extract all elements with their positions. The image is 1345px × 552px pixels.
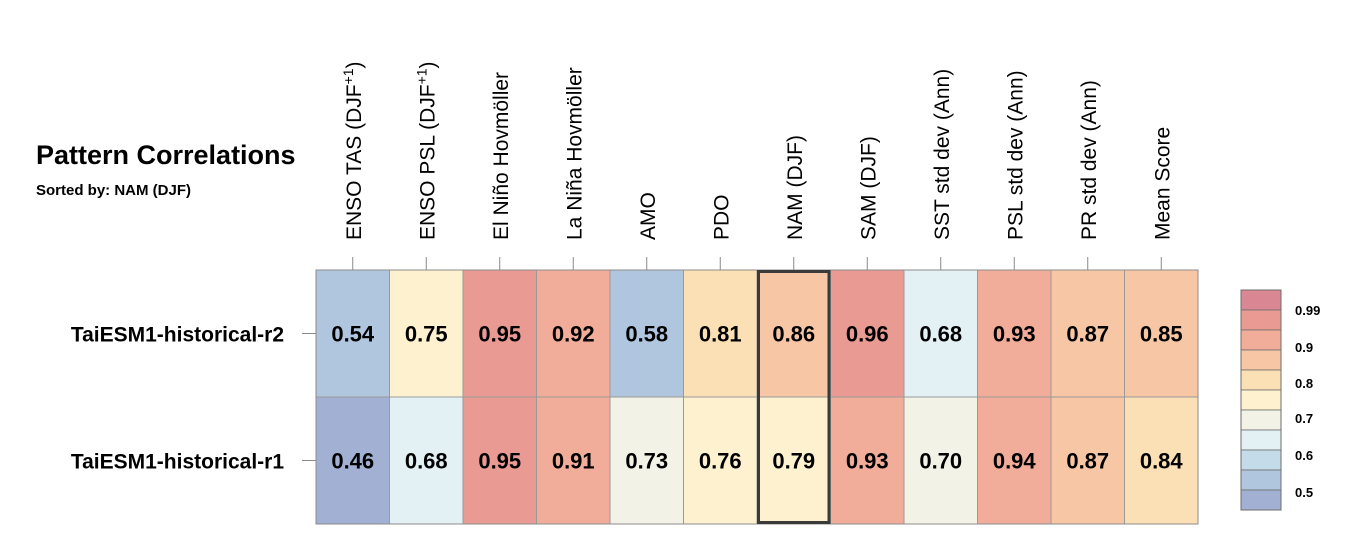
cell-value: 0.68	[919, 322, 962, 347]
column-label: PSL std dev (Ann)	[1004, 70, 1027, 240]
colorbar-segment	[1240, 309, 1282, 331]
colorbar-segment	[1240, 409, 1282, 431]
cell-value: 0.73	[625, 449, 668, 474]
cell-value: 0.94	[993, 449, 1037, 474]
cell-value: 0.46	[331, 449, 374, 474]
cell-value: 0.76	[699, 449, 742, 474]
colorbar-segment	[1240, 289, 1282, 311]
colorbar-label: 0.9	[1295, 340, 1313, 355]
cell-value: 0.93	[993, 322, 1036, 347]
highlight-column-border	[757, 270, 831, 524]
colorbar-border	[1240, 289, 1282, 511]
heatmap-cell	[683, 396, 758, 525]
colorbar-segment	[1240, 329, 1282, 351]
cell-value: 0.92	[552, 322, 595, 347]
cell-value: 0.95	[478, 322, 521, 347]
heatmap-cell	[315, 269, 390, 398]
heatmap-cell	[1124, 396, 1199, 525]
heatmap-cell	[977, 269, 1052, 398]
column-label: La Niña Hovmöller	[563, 67, 586, 240]
colorbar-label: 0.8	[1295, 376, 1313, 391]
colorbar-segment	[1240, 369, 1282, 391]
cell-value: 0.95	[478, 449, 521, 474]
column-label: ENSO TAS (DJF+1)	[340, 61, 366, 240]
cell-value: 0.86	[772, 322, 815, 347]
column-label: El Niño Hovmöller	[490, 72, 513, 240]
cell-value: 0.58	[625, 322, 668, 347]
cell-value: 0.79	[772, 449, 815, 474]
cell-value: 0.85	[1140, 322, 1183, 347]
heatmap-cell	[1050, 396, 1125, 525]
heatmap-cell	[536, 396, 611, 525]
column-label: PR std dev (Ann)	[1078, 80, 1101, 240]
chart-title: Pattern Correlations	[36, 140, 296, 170]
column-label: ENSO PSL (DJF+1)	[413, 61, 439, 240]
heatmap-cell	[903, 269, 978, 398]
heatmap-cell	[1050, 269, 1125, 398]
heatmap-cell	[462, 396, 537, 525]
column-label: AMO	[637, 192, 660, 240]
cell-value: 0.93	[846, 449, 889, 474]
heatmap-cell	[756, 269, 831, 398]
colorbar-segment	[1240, 489, 1282, 511]
heatmap-cell	[756, 396, 831, 525]
colorbar-label: 0.7	[1295, 411, 1313, 426]
cell-value: 0.91	[552, 449, 595, 474]
chart-subtitle: Sorted by: NAM (DJF)	[36, 182, 191, 199]
colorbar-segment	[1240, 389, 1282, 411]
colorbar-segment	[1240, 469, 1282, 491]
cell-value: 0.70	[919, 449, 962, 474]
column-label: SST std dev (Ann)	[931, 69, 954, 240]
row-label: TaiESM1-historical-r2	[71, 324, 284, 347]
column-label: Mean Score	[1151, 127, 1174, 240]
column-label: PDO	[710, 194, 733, 240]
heatmap-cell	[609, 396, 684, 525]
cell-value: 0.96	[846, 322, 889, 347]
colorbar-segment	[1240, 449, 1282, 471]
colorbar-segment	[1240, 429, 1282, 451]
cell-value: 0.68	[405, 449, 448, 474]
cell-value: 0.54	[331, 322, 375, 347]
column-label: NAM (DJF)	[784, 135, 807, 240]
heatmap-cell	[389, 396, 464, 525]
colorbar-segment	[1240, 349, 1282, 371]
colorbar-label: 0.5	[1295, 485, 1313, 500]
colorbar-label: 0.6	[1295, 448, 1313, 463]
cell-value: 0.84	[1140, 449, 1184, 474]
heatmap-cell	[830, 396, 905, 525]
heatmap-cell	[977, 396, 1052, 525]
cell-value: 0.75	[405, 322, 448, 347]
cell-value: 0.87	[1066, 449, 1109, 474]
row-label: TaiESM1-historical-r1	[71, 451, 284, 474]
cell-value: 0.87	[1066, 322, 1109, 347]
colorbar-label: 0.99	[1295, 303, 1320, 318]
column-label: SAM (DJF)	[857, 136, 880, 240]
cell-value: 0.81	[699, 322, 742, 347]
